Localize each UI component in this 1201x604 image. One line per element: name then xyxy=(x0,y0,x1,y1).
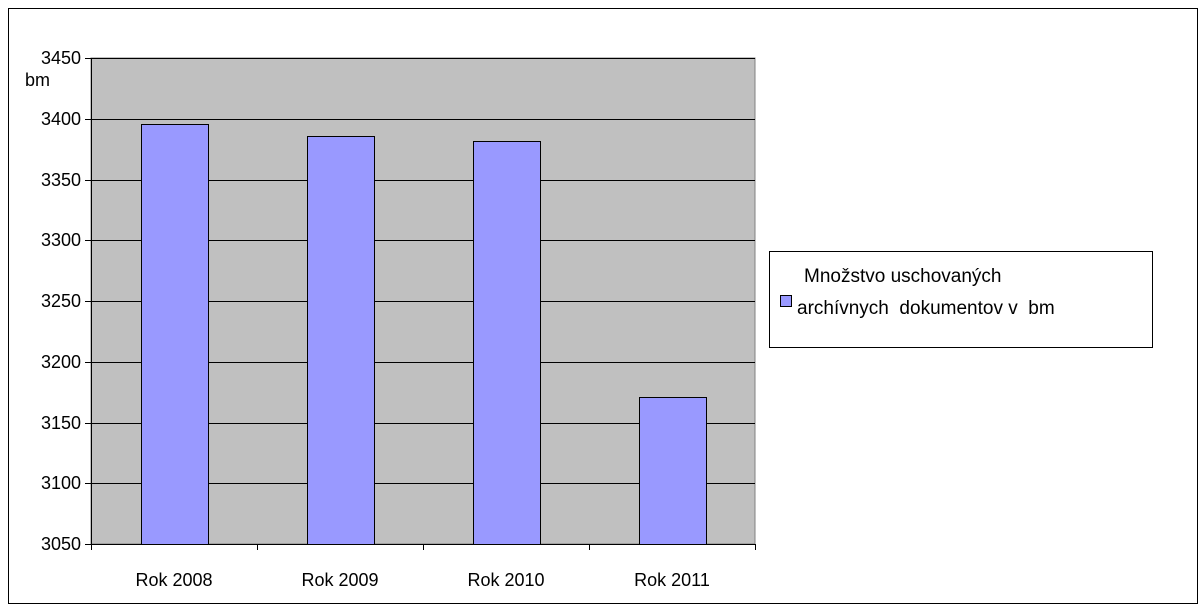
axes xyxy=(85,58,756,550)
legend-label-line-1: Množstvo uschovaných xyxy=(804,266,1002,287)
bar xyxy=(639,397,707,545)
y-tick-label: 3100 xyxy=(41,473,81,493)
y-tick-label: 3300 xyxy=(41,230,81,250)
x-tick-label: Rok 2011 xyxy=(634,570,710,590)
y-tick-label: 3200 xyxy=(41,352,81,372)
y-axis-unit-label: bm xyxy=(25,70,50,90)
legend-box xyxy=(769,251,1153,348)
x-tick-label: Rok 2010 xyxy=(467,570,544,590)
y-tick-label: 3400 xyxy=(41,109,81,129)
bar xyxy=(307,136,375,545)
x-tick-label: Rok 2009 xyxy=(301,570,378,590)
legend: Množstvo uschovaných archívnych dokument… xyxy=(769,251,1153,348)
bar xyxy=(141,124,209,545)
bar xyxy=(473,141,541,545)
x-tick-label: Rok 2008 xyxy=(135,570,212,590)
y-tick-label: 3150 xyxy=(41,413,81,433)
bars xyxy=(141,124,707,545)
legend-label-line-2: archívnych dokumentov v bm xyxy=(797,298,1055,319)
legend-swatch xyxy=(780,295,792,307)
x-tick-labels: Rok 2008 Rok 2009 Rok 2010 Rok 2011 xyxy=(135,570,709,590)
y-tick-label: 3250 xyxy=(41,291,81,311)
y-tick-label: 3050 xyxy=(41,534,81,554)
y-tick-label: 3350 xyxy=(41,170,81,190)
y-tick-labels: 3050 3100 3150 3200 3250 3300 3350 3400 3450 xyxy=(41,48,81,554)
y-tick-label: 3450 xyxy=(41,48,81,68)
